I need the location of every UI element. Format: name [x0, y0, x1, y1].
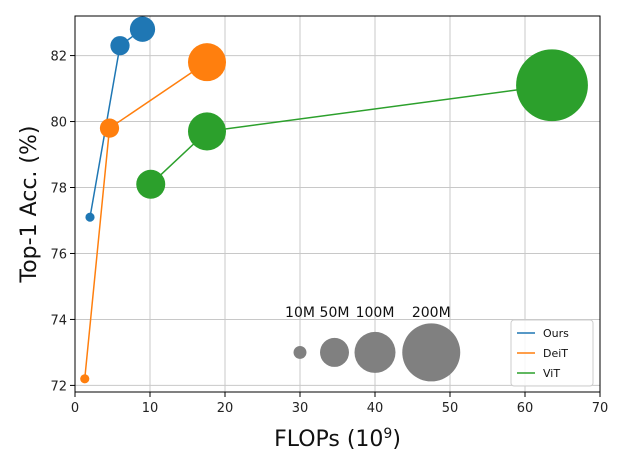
y-tick-label: 76 — [50, 247, 67, 262]
size-reference-bubble — [293, 345, 307, 359]
series-lines — [84, 28, 553, 379]
legend-box — [510, 319, 594, 387]
data-point-deit — [80, 374, 90, 384]
plot-frame — [74, 15, 601, 393]
y-tick-label: 82 — [50, 50, 67, 65]
size-reference-bubble — [402, 323, 461, 382]
x-axis-title-exponent: 9 — [383, 426, 392, 442]
legend-label-deit: DeiT — [543, 347, 568, 360]
data-point-ours — [110, 36, 130, 56]
size-reference-label: 200M — [412, 305, 451, 321]
y-axis-title: Top-1 Acc. (%) — [17, 126, 42, 284]
data-point-ours — [129, 16, 156, 42]
x-axis-title-close: ) — [392, 427, 401, 452]
y-tick-label: 78 — [50, 182, 67, 197]
x-tick-label: 0 — [71, 401, 79, 416]
size-reference: 10M 50M 100M 200M — [285, 305, 461, 382]
data-point-deit — [99, 118, 120, 138]
legend: Ours DeiT ViT — [510, 319, 594, 387]
data-point-ours — [85, 212, 95, 222]
y-axis-ticks: 72 74 76 78 80 82 — [50, 50, 75, 394]
y-tick-label: 72 — [50, 379, 67, 394]
data-point-vit — [516, 49, 588, 122]
x-axis-title-base: FLOPs (10 — [274, 427, 383, 452]
series-line-deit — [84, 61, 208, 379]
y-tick-label: 74 — [50, 313, 67, 328]
x-tick-label: 30 — [292, 401, 309, 416]
size-reference-label: 100M — [356, 305, 395, 321]
x-tick-label: 50 — [442, 401, 459, 416]
legend-label-vit: ViT — [543, 367, 560, 380]
size-reference-bubble — [320, 337, 349, 367]
x-tick-label: 20 — [217, 401, 234, 416]
x-axis-ticks: 0 10 20 30 40 50 60 70 — [71, 392, 608, 416]
x-tick-label: 40 — [367, 401, 384, 416]
size-reference-label: 10M — [285, 305, 315, 321]
y-tick-label: 80 — [50, 116, 67, 131]
size-reference-bubble — [354, 331, 396, 373]
size-reference-label: 50M — [320, 305, 350, 321]
x-tick-label: 70 — [592, 401, 609, 416]
x-tick-label: 60 — [517, 401, 534, 416]
data-point-deit — [187, 43, 227, 82]
x-tick-label: 10 — [142, 401, 159, 416]
data-point-vit — [187, 112, 227, 151]
legend-label-ours: Ours — [543, 327, 569, 340]
series-points — [80, 16, 588, 384]
x-axis-title: FLOPs (109) — [274, 426, 401, 452]
data-point-vit — [136, 169, 166, 199]
